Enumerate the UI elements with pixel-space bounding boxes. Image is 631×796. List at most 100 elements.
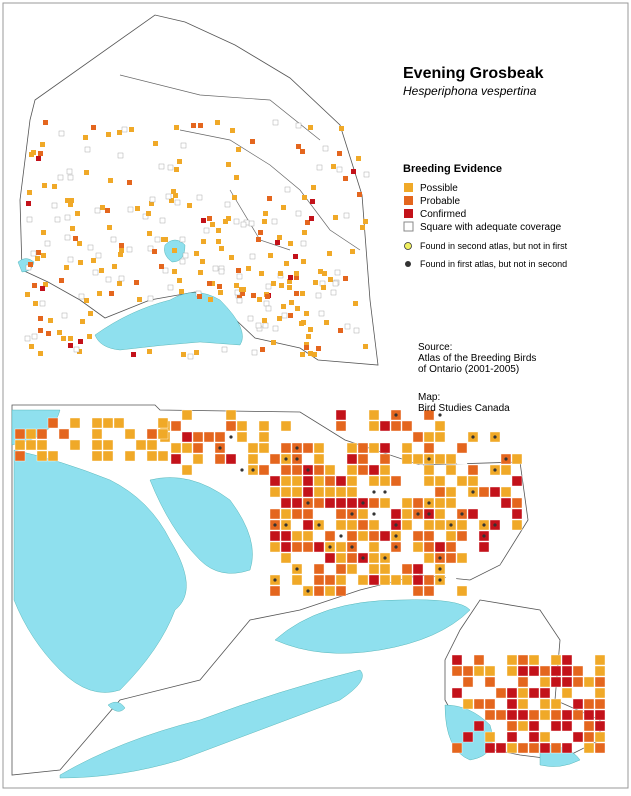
survey-square — [117, 152, 124, 159]
survey-square — [335, 541, 347, 553]
survey-square — [177, 159, 182, 164]
survey-square — [346, 552, 358, 564]
survey-square — [343, 212, 350, 219]
survey-square — [489, 486, 501, 498]
survey-square — [229, 255, 234, 260]
survey-square — [495, 709, 507, 721]
survey-square — [335, 585, 347, 597]
survey-square — [158, 163, 165, 170]
survey-square — [517, 665, 529, 677]
survey-square — [346, 519, 358, 531]
survey-square — [64, 234, 71, 241]
survey-square — [511, 508, 523, 520]
survey-square — [234, 283, 239, 288]
survey-square — [28, 262, 33, 267]
survey-square — [583, 698, 595, 710]
survey-square — [146, 428, 158, 440]
atlas-dot — [394, 523, 398, 527]
survey-square — [434, 541, 446, 553]
survey-square — [210, 222, 215, 227]
survey-square — [434, 486, 446, 498]
survey-square — [230, 128, 235, 133]
survey-square — [594, 687, 606, 699]
survey-square — [412, 541, 424, 553]
survey-square — [106, 132, 111, 137]
survey-square — [539, 687, 551, 699]
survey-square — [302, 230, 307, 235]
survey-square — [550, 742, 562, 754]
survey-square — [126, 246, 133, 253]
survey-square — [203, 453, 215, 465]
survey-square — [462, 731, 474, 743]
survey-square — [550, 654, 562, 666]
legend-item: Confirmed — [420, 209, 466, 220]
survey-square — [192, 453, 204, 465]
lake-ontario — [274, 599, 471, 654]
survey-square — [434, 475, 446, 487]
survey-square — [232, 195, 237, 200]
survey-square — [225, 409, 237, 421]
survey-square — [412, 431, 424, 443]
survey-square — [572, 665, 584, 677]
survey-square — [224, 201, 231, 208]
survey-square — [528, 720, 540, 732]
survey-square — [302, 508, 314, 520]
survey-square — [302, 486, 314, 498]
survey-square — [167, 284, 174, 291]
survey-square — [147, 295, 154, 302]
survey-square — [265, 294, 270, 299]
atlas-dot — [317, 523, 321, 527]
atlas-dot — [284, 457, 288, 461]
survey-square — [500, 563, 512, 575]
survey-square — [234, 175, 239, 180]
survey-square — [368, 420, 380, 432]
survey-square — [324, 320, 329, 325]
survey-square — [149, 196, 156, 203]
survey-square — [215, 120, 220, 125]
survey-square — [528, 665, 540, 677]
survey-square — [42, 183, 47, 188]
survey-square — [214, 453, 226, 465]
atlas-dot — [449, 523, 453, 527]
survey-square — [54, 216, 61, 223]
survey-square — [174, 167, 179, 172]
survey-square — [214, 431, 226, 443]
survey-square — [77, 241, 82, 246]
survey-square — [368, 519, 380, 531]
survey-square — [401, 420, 413, 432]
atlas-dot — [383, 490, 387, 494]
legend-swatch — [404, 209, 413, 218]
survey-square — [445, 508, 457, 520]
survey-square — [550, 676, 562, 688]
survey-square — [78, 293, 85, 300]
survey-square — [467, 475, 479, 487]
survey-square — [236, 420, 248, 432]
survey-square — [294, 291, 299, 296]
survey-square — [32, 283, 37, 288]
survey-square — [110, 236, 117, 243]
survey-square — [313, 475, 325, 487]
survey-square — [280, 486, 292, 498]
survey-square — [506, 709, 518, 721]
survey-square — [346, 563, 358, 575]
survey-square — [280, 475, 292, 487]
survey-square — [484, 731, 496, 743]
survey-square — [379, 530, 391, 542]
survey-square — [233, 218, 240, 225]
survey-square — [390, 486, 402, 498]
atlas-dot — [372, 490, 376, 494]
survey-square — [302, 475, 314, 487]
survey-square — [539, 709, 551, 721]
survey-square — [456, 442, 468, 454]
survey-square — [91, 125, 96, 130]
survey-square — [324, 486, 336, 498]
survey-square — [517, 698, 529, 710]
survey-square — [594, 654, 606, 666]
survey-square — [265, 283, 272, 290]
survey-square — [517, 742, 529, 754]
survey-square — [311, 185, 316, 190]
survey-square — [291, 486, 303, 498]
survey-square — [506, 731, 518, 743]
survey-square — [29, 344, 34, 349]
survey-square — [335, 552, 347, 564]
